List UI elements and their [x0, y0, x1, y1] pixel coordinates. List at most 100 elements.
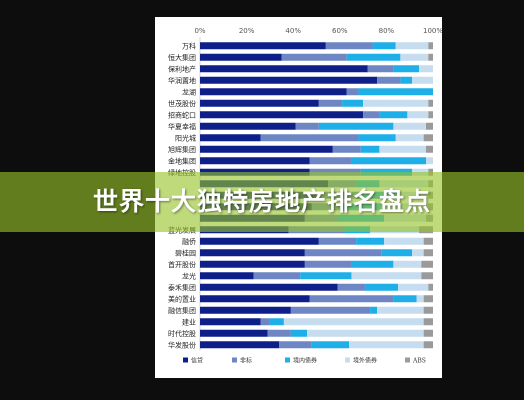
bar-segment	[379, 145, 427, 153]
x-tick-label: 80%	[379, 27, 395, 35]
category-label: 融信集团	[168, 306, 196, 315]
bar-segment	[393, 122, 427, 130]
bar-segment	[200, 134, 261, 142]
legend-label: 境内债券	[293, 357, 317, 365]
bar-segment	[200, 65, 368, 73]
category-label: 泰禾集团	[168, 283, 196, 292]
bar-segment	[426, 145, 433, 153]
legend-label: 信贷	[191, 357, 203, 365]
bar-segment	[332, 145, 361, 153]
bar-segment	[200, 295, 310, 303]
legend-label: 非标	[240, 357, 252, 365]
category-label: 世茂股份	[168, 99, 196, 108]
legend-label: ABS	[412, 358, 426, 365]
legend-label: 境外债券	[353, 357, 377, 365]
bar-segment	[365, 283, 399, 291]
bar-segment	[200, 341, 280, 349]
bar-segment	[370, 306, 378, 314]
bar-segment	[423, 237, 433, 245]
bar-segment	[423, 306, 433, 314]
bar-segment	[269, 318, 284, 326]
legend-swatch	[345, 357, 350, 363]
bar-segment	[356, 237, 385, 245]
bar-segment	[358, 134, 396, 142]
bar-segment	[423, 134, 433, 142]
legend-swatch	[405, 357, 410, 363]
bar-segment	[393, 65, 420, 73]
bar-segment	[200, 306, 291, 314]
bar-segment	[318, 237, 357, 245]
category-label: 建业	[182, 317, 196, 326]
category-label: 龙湖	[182, 87, 196, 96]
bar-segment	[363, 111, 380, 119]
category-label: 保利地产	[168, 64, 196, 73]
bar-segment	[377, 306, 424, 314]
legend-swatch	[285, 357, 290, 363]
x-tick-label: 0%	[194, 27, 205, 35]
bar-segment	[412, 76, 433, 84]
bar-segment	[253, 272, 301, 280]
bar-segment	[395, 42, 429, 50]
legend-swatch	[183, 357, 188, 363]
bar-segment	[200, 76, 378, 84]
bar-segment	[363, 99, 429, 107]
category-label: 万科	[182, 41, 196, 50]
bar-segment	[384, 237, 424, 245]
category-label: 时代控股	[168, 329, 196, 338]
category-label: 华润置地	[168, 76, 196, 85]
category-label: 旭辉集团	[168, 145, 196, 154]
bar-segment	[200, 283, 338, 291]
x-tick-label: 100%	[423, 27, 442, 35]
bar-segment	[428, 99, 433, 107]
bar-segment	[381, 249, 413, 257]
bar-segment	[309, 295, 394, 303]
bar-segment	[342, 99, 364, 107]
category-label: 融侨	[182, 237, 196, 246]
bar-segment	[360, 145, 380, 153]
bar-segment	[423, 341, 433, 349]
bar-segment	[267, 329, 291, 337]
bar-segment	[423, 249, 433, 257]
x-tick-label: 40%	[285, 27, 301, 35]
category-label: 恒大集团	[168, 53, 196, 62]
category-label: 金地集团	[168, 156, 196, 165]
category-label: 碧桂园	[175, 248, 196, 257]
bar-segment	[419, 65, 433, 73]
bar-segment	[379, 111, 408, 119]
bar-segment	[423, 329, 433, 337]
bar-segment	[416, 295, 424, 303]
bar-segment	[200, 329, 268, 337]
category-label: 龙光	[182, 271, 196, 280]
category-label: 招商蛇口	[168, 110, 196, 119]
bar-segment	[200, 99, 319, 107]
bar-segment	[423, 318, 433, 326]
bar-segment	[428, 111, 433, 119]
bar-segment	[311, 341, 350, 349]
bar-segment	[426, 157, 433, 165]
bar-segment	[412, 249, 424, 257]
title-banner	[0, 172, 524, 232]
bar-segment	[318, 99, 343, 107]
bar-segment	[421, 260, 433, 268]
bar-segment	[290, 306, 371, 314]
bar-segment	[377, 76, 401, 84]
bar-segment	[295, 122, 319, 130]
bar-segment	[307, 329, 424, 337]
bar-segment	[279, 341, 312, 349]
bar-segment	[318, 122, 394, 130]
category-label: 美的置业	[168, 294, 196, 303]
bar-segment	[260, 318, 270, 326]
bar-segment	[200, 122, 296, 130]
category-label: 华发股份	[168, 340, 196, 349]
bar-segment	[398, 283, 429, 291]
bar-segment	[426, 122, 433, 130]
bar-segment	[400, 53, 429, 61]
bar-segment	[304, 249, 382, 257]
bar-segment	[200, 111, 364, 119]
bar-segment	[428, 42, 433, 50]
bar-segment	[309, 157, 352, 165]
bar-segment	[421, 272, 433, 280]
bar-segment	[349, 341, 424, 349]
bar-segment	[351, 157, 427, 165]
bar-segment	[200, 318, 261, 326]
